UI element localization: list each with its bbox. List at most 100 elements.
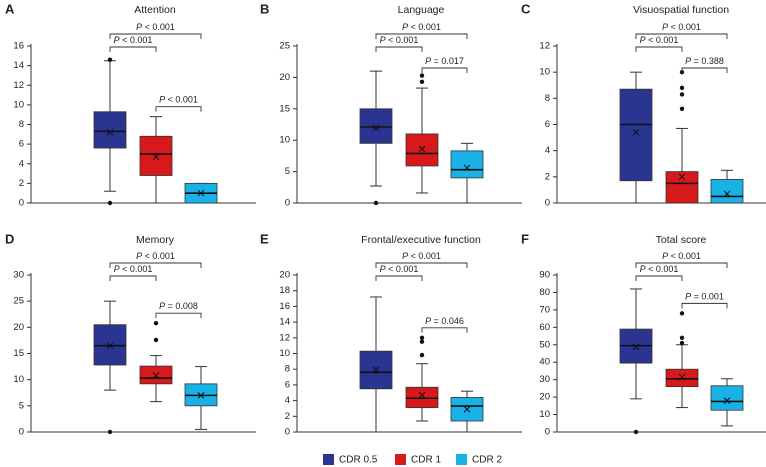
p-value-text: = 0.388 bbox=[691, 56, 724, 66]
y-tick-label: 0 bbox=[545, 198, 550, 209]
outlier-point bbox=[633, 429, 639, 435]
box-cdr-0-5 bbox=[93, 300, 127, 435]
p-value-text: < 0.001 bbox=[408, 22, 441, 32]
y-tick-label: 6 bbox=[19, 139, 24, 150]
y-tick-label: 2 bbox=[545, 171, 550, 182]
p-value-text: < 0.001 bbox=[386, 264, 419, 274]
p-value-text: < 0.001 bbox=[646, 264, 679, 274]
box-cdr-2 bbox=[184, 182, 218, 204]
comparison-bracket: P < 0.001 bbox=[635, 251, 728, 268]
y-tick-label: 20 bbox=[279, 72, 290, 83]
y-tick-label: 15 bbox=[13, 348, 24, 359]
p-value-label: P < 0.001 bbox=[402, 22, 441, 32]
p-value-label: P < 0.001 bbox=[640, 35, 679, 45]
p-value-label: P < 0.001 bbox=[662, 22, 701, 32]
panel-letter: F bbox=[521, 231, 529, 246]
p-symbol: P bbox=[402, 22, 408, 32]
outlier-point bbox=[679, 85, 685, 91]
box-cdr-0-5 bbox=[93, 57, 127, 206]
mean-marker bbox=[152, 153, 160, 161]
outlier-point bbox=[679, 335, 685, 340]
y-tick-label: 5 bbox=[19, 400, 24, 411]
comparison-bracket: P < 0.001 bbox=[109, 264, 157, 281]
p-value-text: < 0.001 bbox=[408, 251, 441, 261]
bracket-line bbox=[681, 302, 728, 309]
y-tick-label: 70 bbox=[539, 304, 550, 315]
box-body bbox=[710, 179, 744, 204]
p-symbol: P bbox=[136, 22, 142, 32]
box-body bbox=[93, 111, 127, 149]
y-tick-label: 50 bbox=[539, 339, 550, 350]
comparison-bracket: P < 0.001 bbox=[109, 22, 202, 39]
p-value-label: P < 0.001 bbox=[380, 35, 419, 45]
bracket-line bbox=[155, 312, 202, 319]
box-cdr-2 bbox=[184, 366, 218, 430]
box-cdr-1 bbox=[139, 320, 173, 403]
comparison-bracket: P < 0.001 bbox=[635, 35, 683, 52]
mean-marker bbox=[106, 342, 114, 350]
panel-letter: A bbox=[5, 1, 15, 16]
outlier-point bbox=[419, 335, 425, 340]
y-tick-label: 18 bbox=[279, 285, 290, 296]
p-value-text: = 0.001 bbox=[691, 291, 724, 301]
outlier-point bbox=[373, 200, 379, 206]
panel-c: C Visuospatial function 0 2 4 6 8 10 12 P < 0.001… bbox=[521, 1, 766, 209]
p-symbol: P bbox=[380, 35, 386, 45]
panel-title: Visuospatial function bbox=[633, 4, 729, 16]
p-symbol: P bbox=[640, 35, 646, 45]
comparison-bracket: P < 0.001 bbox=[375, 251, 468, 268]
mean-marker bbox=[632, 343, 640, 351]
y-tick-label: 25 bbox=[13, 296, 24, 307]
panel-title: Language bbox=[398, 4, 445, 16]
outlier-point bbox=[107, 429, 113, 435]
legend: CDR 0.5 CDR 1 CDR 2 bbox=[323, 454, 502, 466]
outlier-point bbox=[107, 57, 113, 62]
p-symbol: P bbox=[425, 56, 431, 66]
p-symbol: P bbox=[159, 301, 165, 311]
legend-swatch bbox=[456, 454, 467, 465]
p-value-label: P < 0.001 bbox=[114, 264, 153, 274]
bracket-line bbox=[109, 33, 202, 39]
box-cdr-1 bbox=[139, 116, 173, 204]
p-value-label: P = 0.388 bbox=[685, 56, 724, 66]
p-value-text: < 0.001 bbox=[142, 22, 175, 32]
y-tick-label: 30 bbox=[539, 374, 550, 385]
comparison-bracket: P < 0.001 bbox=[635, 264, 683, 281]
p-value-label: P < 0.001 bbox=[402, 251, 441, 261]
outlier-point bbox=[153, 320, 159, 326]
mean-marker bbox=[463, 405, 471, 413]
box-cdr-1 bbox=[665, 311, 699, 409]
box-cdr-2 bbox=[710, 378, 744, 427]
comparison-bracket: P = 0.388 bbox=[681, 56, 728, 73]
y-tick-label: 0 bbox=[19, 198, 24, 209]
comparison-bracket: P = 0.001 bbox=[681, 291, 728, 309]
outlier-point bbox=[679, 92, 685, 97]
y-tick-label: 2 bbox=[285, 411, 290, 422]
y-tick-label: 30 bbox=[13, 270, 24, 281]
y-tick-label: 80 bbox=[539, 287, 550, 298]
legend-label: CDR 0.5 bbox=[339, 455, 378, 466]
legend-label: CDR 2 bbox=[472, 455, 502, 466]
y-tick-label: 10 bbox=[279, 348, 290, 359]
bracket-line bbox=[681, 67, 728, 73]
bracket-line bbox=[635, 275, 683, 281]
y-tick-label: 10 bbox=[539, 67, 550, 78]
y-tick-label: 90 bbox=[539, 270, 550, 281]
y-tick-label: 10 bbox=[539, 409, 550, 420]
y-tick-label: 20 bbox=[279, 270, 290, 281]
box-cdr-1 bbox=[665, 69, 699, 204]
box-body bbox=[139, 135, 173, 176]
p-value-label: P = 0.001 bbox=[685, 291, 724, 301]
mean-marker bbox=[418, 145, 426, 153]
mean-marker bbox=[418, 391, 426, 399]
p-value-label: P < 0.001 bbox=[380, 264, 419, 274]
p-symbol: P bbox=[640, 264, 646, 274]
mean-marker bbox=[723, 397, 731, 404]
mean-marker bbox=[678, 173, 686, 181]
comparison-bracket: P < 0.001 bbox=[375, 22, 468, 39]
box-body bbox=[450, 150, 484, 179]
mean-marker bbox=[632, 128, 640, 136]
mean-marker bbox=[678, 373, 686, 381]
